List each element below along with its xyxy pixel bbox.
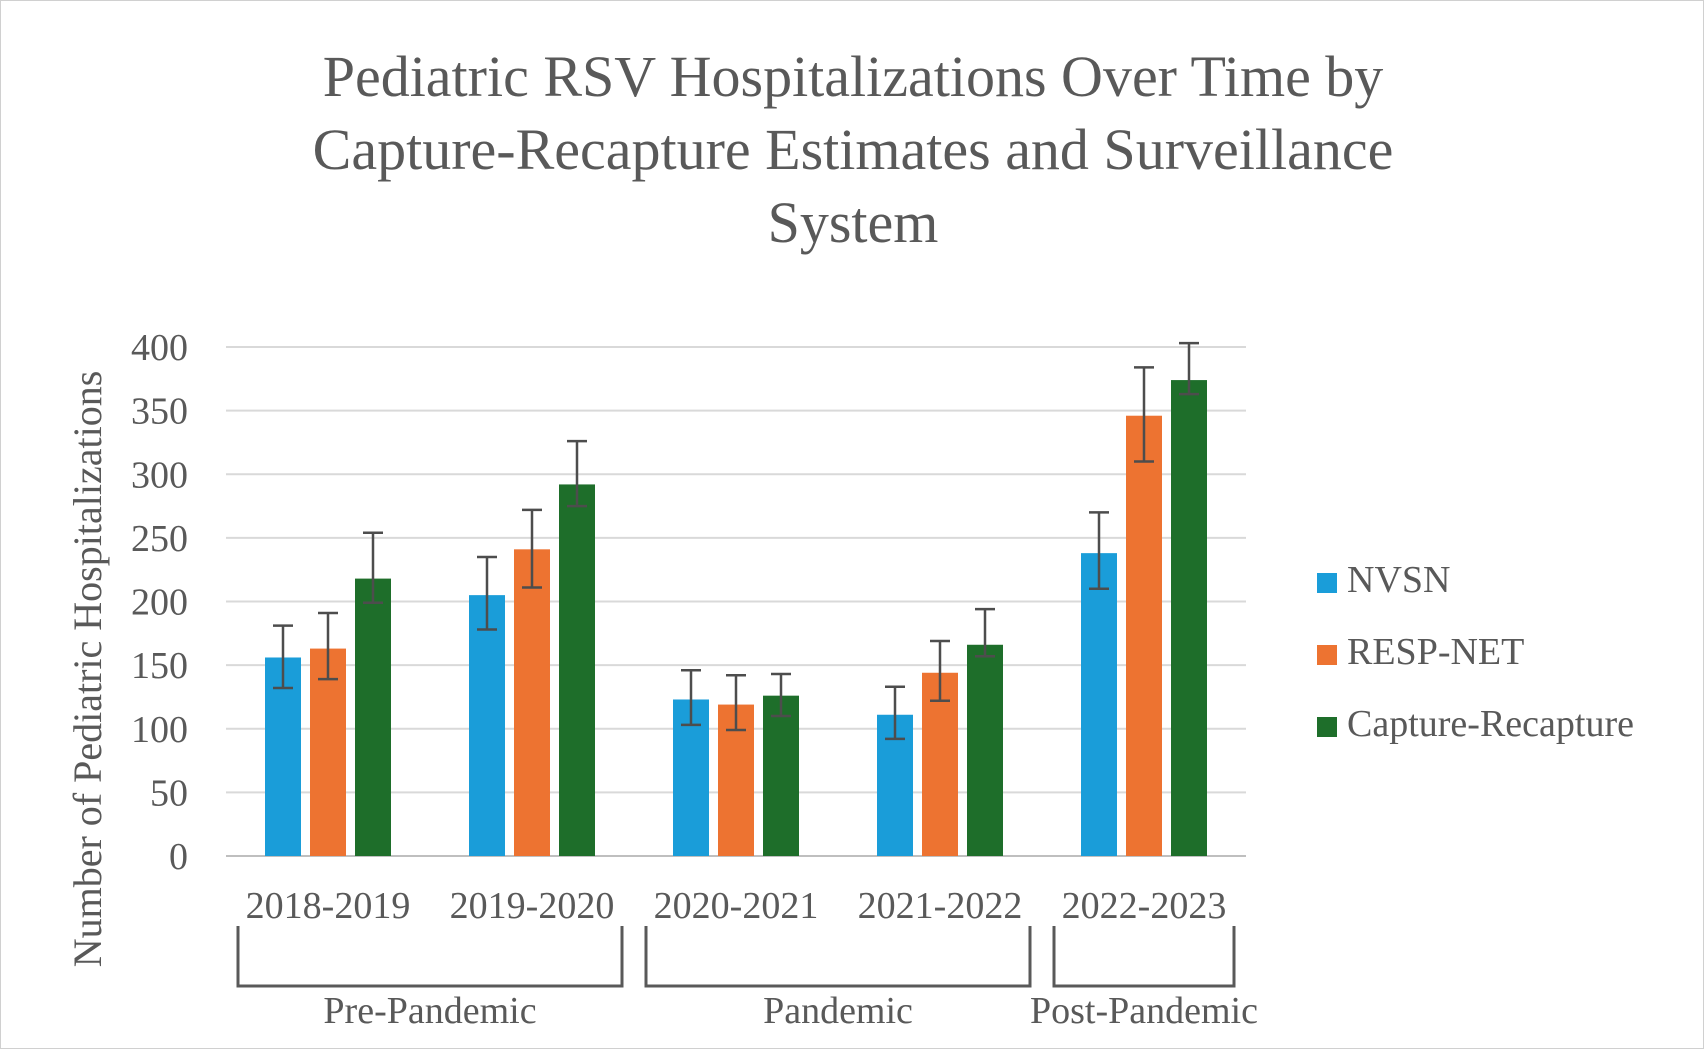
y-tick-label: 0 [169, 836, 188, 878]
bars [265, 380, 1207, 856]
x-tick-labels: 2018-2019 2019-2020 2020-2021 2021-2022 2022… [246, 885, 1227, 927]
group-bracket-pre-pandemic [236, 926, 624, 988]
y-tick-label: 250 [131, 518, 188, 560]
y-tick-label: 400 [131, 327, 188, 369]
chart-title-line-1: Pediatric RSV Hospitalizations Over Time… [323, 44, 1384, 109]
error-bars [273, 341, 1199, 741]
x-tick-label: 2020-2021 [654, 885, 819, 927]
chart-title-line-3: System [768, 190, 939, 255]
bar-capture-recapture [559, 484, 595, 856]
x-tick-label: 2019-2020 [450, 885, 615, 927]
gridlines [226, 346, 1246, 857]
y-tick-label: 350 [131, 391, 188, 433]
group-bracket-pandemic [644, 926, 1032, 988]
y-tick-labels: 0 50 100 150 200 250 300 350 400 [131, 327, 188, 878]
legend-label: RESP-NET [1347, 631, 1524, 673]
y-tick-label: 300 [131, 454, 188, 496]
bar-capture-recapture [967, 644, 1003, 856]
bar-nvsn [469, 595, 505, 856]
y-tick-label: 100 [131, 709, 188, 751]
x-tick-label: 2022-2023 [1062, 885, 1227, 927]
bar-capture-recapture [355, 578, 391, 856]
legend-swatch [1317, 717, 1337, 737]
x-tick-label: 2018-2019 [246, 885, 411, 927]
bar-capture-recapture [1171, 380, 1207, 856]
bar-resp-net [1126, 415, 1162, 856]
y-tick-label: 200 [131, 582, 188, 624]
y-tick-label: 150 [131, 645, 188, 687]
bar-nvsn [265, 657, 301, 856]
x-tick-label: 2021-2022 [858, 885, 1023, 927]
bar-resp-net [922, 672, 958, 856]
legend-swatch [1317, 573, 1337, 593]
bar-capture-recapture [763, 695, 799, 856]
legend-label: NVSN [1347, 559, 1450, 601]
legend: NVSN RESP-NET Capture-Recapture [1317, 559, 1634, 745]
group-label: Pre-Pandemic [323, 990, 536, 1032]
period-groups: Pre-Pandemic Pandemic Post-Pandemic [236, 926, 1258, 1032]
group-bracket-post-pandemic [1052, 926, 1236, 988]
group-label: Pandemic [763, 990, 913, 1032]
y-tick-label: 50 [150, 772, 188, 814]
group-label: Post-Pandemic [1030, 990, 1258, 1032]
bar-resp-net [514, 549, 550, 856]
bar-nvsn [1081, 553, 1117, 856]
legend-swatch [1317, 645, 1337, 665]
y-axis-label: Number of Pediatric Hospitalizations [65, 371, 110, 968]
bar-resp-net [310, 648, 346, 856]
legend-label: Capture-Recapture [1347, 703, 1634, 745]
chart-title-line-2: Capture-Recapture Estimates and Surveill… [313, 117, 1394, 182]
